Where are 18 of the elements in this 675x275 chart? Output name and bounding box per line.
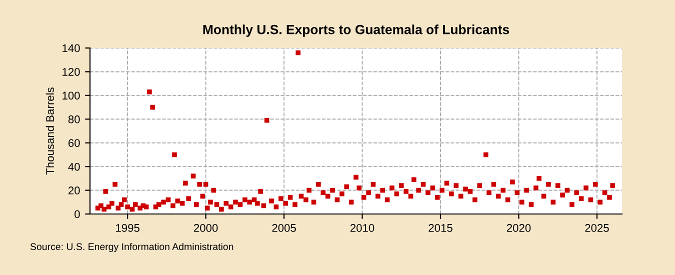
y-tick-label: 140 <box>62 44 80 52</box>
y-tick-label: 80 <box>68 115 80 124</box>
chart-title: Monthly U.S. Exports to Guatemala of Lubricants <box>203 24 510 37</box>
x-tick-label: 2000 <box>194 224 218 232</box>
y-tick-label: 60 <box>68 139 80 147</box>
y-tick-label: 40 <box>68 162 80 171</box>
y-tick-label: 100 <box>62 92 80 100</box>
x-tick-label: 2025 <box>585 224 609 232</box>
x-tick-label: 1995 <box>116 224 140 232</box>
x-tick-label: 2020 <box>506 224 531 232</box>
y-tick-label: 120 <box>62 68 80 76</box>
x-tick-label: 2010 <box>350 224 374 232</box>
source-note: Source: U.S. Energy Information Administration <box>30 242 234 252</box>
y-tick-label: 0 <box>74 210 80 218</box>
x-tick-label: 2005 <box>272 224 296 232</box>
y-axis-title: Thousand Barrels <box>46 88 54 175</box>
x-tick-label: 2015 <box>428 224 452 232</box>
y-tick-label: 20 <box>68 186 80 194</box>
